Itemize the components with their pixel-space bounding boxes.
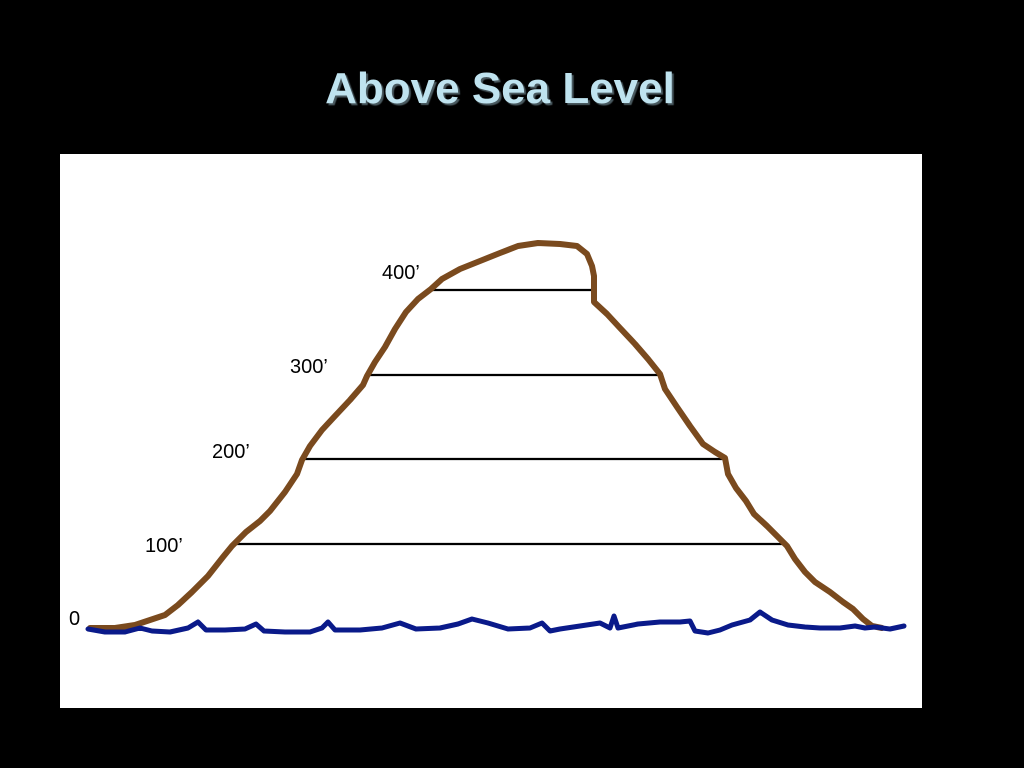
sea-level-water-line (85, 609, 907, 636)
elevation-label-0: 0 (69, 608, 81, 630)
mountain-outline (87, 240, 885, 631)
diagram-canvas: 400’ 300’ 200’ 100’ 0 (60, 154, 922, 708)
mountain-diagram (85, 240, 907, 636)
elevation-label-200: 200’ (212, 441, 250, 463)
slide-title: Above Sea Level (325, 64, 675, 113)
elevation-label-300: 300’ (290, 356, 328, 378)
elevation-label-400: 400’ (382, 262, 420, 284)
elevation-label-100: 100’ (145, 535, 183, 557)
